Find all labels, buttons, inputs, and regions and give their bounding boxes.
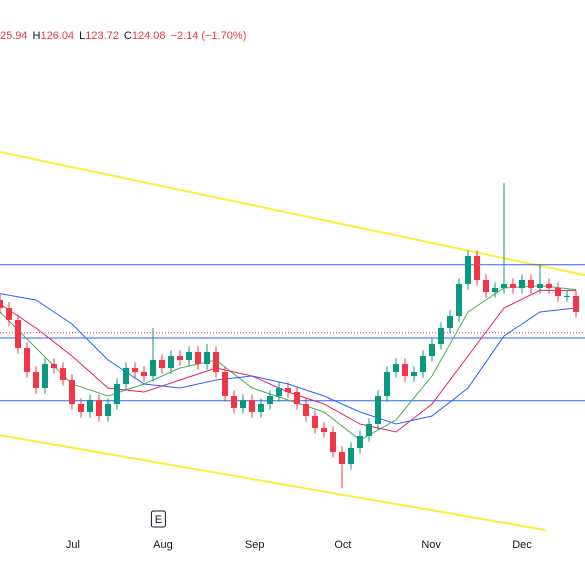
candle-body — [330, 432, 336, 452]
candle-body — [15, 320, 21, 348]
x-tick-label: Aug — [153, 539, 173, 551]
candle-body — [546, 284, 552, 288]
candle-body — [186, 352, 192, 360]
candle-body — [402, 364, 408, 376]
candle-body — [447, 316, 453, 328]
candle-body — [366, 424, 372, 436]
x-tick-label: Sep — [245, 539, 265, 551]
candle-body — [213, 352, 219, 372]
candle-body — [114, 384, 120, 404]
candle-body — [321, 428, 327, 432]
candle-body — [249, 400, 255, 412]
candle-body — [564, 296, 570, 297]
trendline — [0, 151, 585, 277]
x-tick-label: Dec — [512, 539, 532, 551]
candle-body — [438, 328, 444, 344]
trendline — [0, 434, 546, 531]
candle-body — [294, 392, 300, 404]
candle-body — [78, 404, 84, 412]
candle-body — [33, 372, 39, 388]
candle-body — [465, 256, 471, 284]
candle-body — [168, 356, 174, 368]
candle-body — [393, 364, 399, 372]
candle-body — [312, 416, 318, 428]
x-tick-label: Nov — [421, 539, 441, 551]
ohlc-item: C — [123, 30, 132, 42]
candle-body — [339, 452, 345, 464]
candle-body — [258, 404, 264, 412]
candle-body — [123, 368, 129, 384]
candle-body — [348, 448, 354, 464]
moving-average — [0, 285, 577, 441]
candle-body — [519, 280, 525, 288]
candle-body — [420, 356, 426, 372]
moving-average — [0, 289, 576, 433]
x-tick-label: Oct — [334, 539, 351, 551]
candle-body — [105, 404, 111, 416]
candle-body — [303, 404, 309, 416]
candle-body — [357, 436, 363, 448]
candle-body — [6, 308, 12, 320]
candle-body — [528, 280, 534, 288]
candle-body — [483, 280, 489, 292]
candle-body — [222, 372, 228, 396]
candle-body — [573, 296, 579, 312]
ohlc-item: −2.14 (−1.70%) — [170, 30, 247, 42]
candle-body — [456, 284, 462, 316]
candle-body — [267, 396, 273, 404]
x-tick-label: Jul — [66, 539, 80, 551]
candle-body — [24, 348, 30, 372]
candle-body — [195, 352, 201, 364]
candle-body — [231, 396, 237, 408]
candle-body — [276, 388, 282, 396]
candle-body — [204, 352, 210, 364]
moving-average — [0, 293, 577, 425]
candle-body — [429, 344, 435, 356]
event-marker-label: E — [155, 514, 162, 526]
candle-body — [510, 284, 516, 288]
candle-body — [60, 368, 66, 380]
event-marker — [150, 510, 166, 528]
candle-body — [42, 364, 48, 388]
candle-body — [384, 372, 390, 396]
ohlc-item: H — [32, 30, 41, 42]
ohlc-item: L — [79, 30, 86, 42]
candle-body — [0, 300, 3, 308]
candle-body — [375, 396, 381, 424]
candle-body — [555, 288, 561, 296]
candle-body — [69, 380, 75, 404]
candle-body — [492, 288, 498, 292]
ohlc-item: 25.94 — [0, 30, 28, 42]
ohlc-item: 126.04 — [40, 30, 75, 42]
candle-body — [132, 368, 138, 372]
candle-body — [501, 284, 507, 288]
candle-body — [141, 372, 147, 376]
candle-body — [285, 388, 291, 392]
candle-body — [87, 400, 93, 412]
candle-body — [159, 360, 165, 368]
ohlc-header: 25.94 H126.04 L123.72 C124.08 −2.14 (−1.70%) — [0, 30, 246, 42]
candle-body — [177, 356, 183, 360]
ohlc-item: 124.08 — [131, 30, 166, 42]
candle-body — [150, 360, 156, 376]
candle-body — [96, 400, 102, 416]
candle-body — [240, 400, 246, 408]
candle-body — [51, 364, 57, 368]
candle-body — [411, 372, 417, 376]
candle-body — [474, 256, 480, 280]
ohlc-item: 123.72 — [85, 30, 119, 42]
candle-body — [537, 284, 543, 288]
